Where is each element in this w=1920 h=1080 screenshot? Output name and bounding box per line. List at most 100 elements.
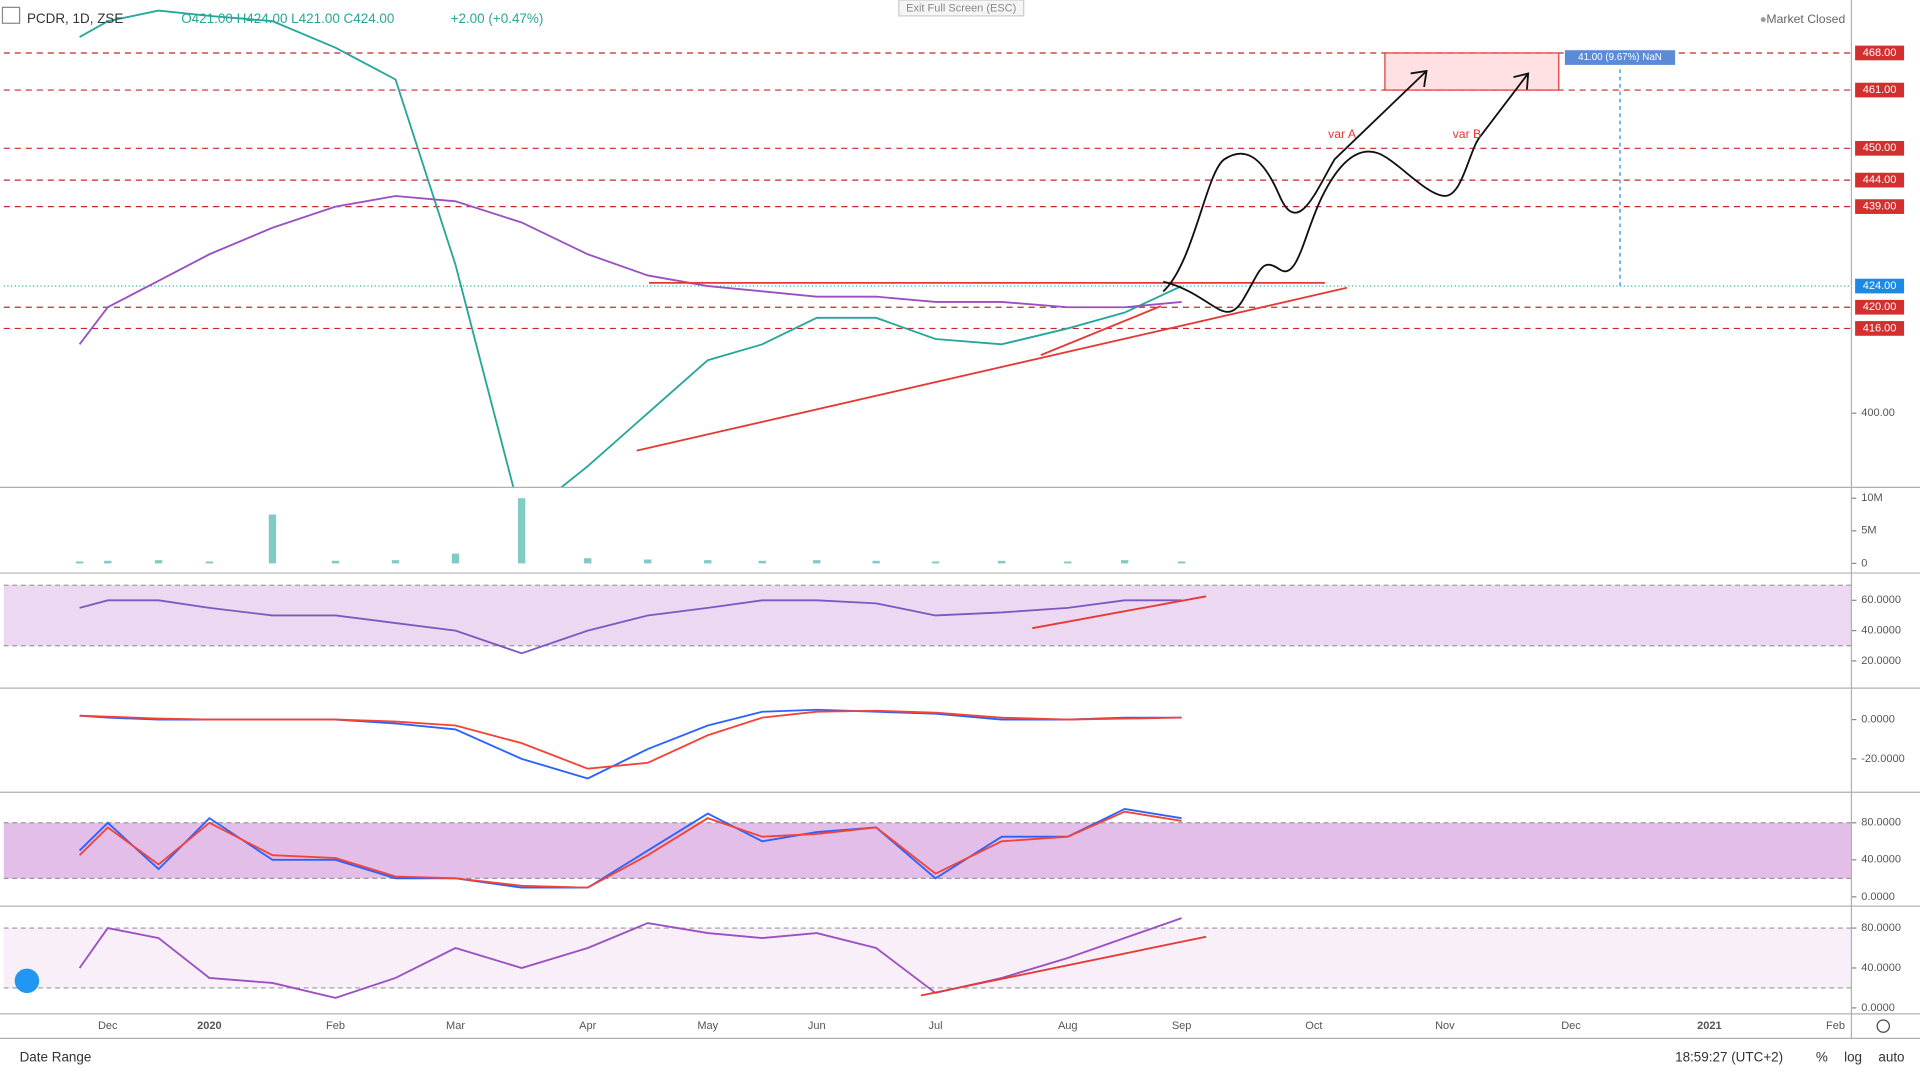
logo [14,968,40,994]
clock: 18:59:27 (UTC+2) [1675,1050,1783,1065]
y-tick-label: -20.0000 [1861,753,1905,765]
y-tick-label: 20.0000 [1861,655,1901,667]
y-tick-label: 80.0000 [1861,922,1901,934]
log-toggle[interactable]: log [1844,1050,1862,1065]
ohlc: O421.00 H424.00 L421.00 C424.00 [181,11,394,26]
x-tick-label: Oct [1305,1020,1322,1032]
scenario-path [1163,72,1530,313]
symbol: PCDR, 1D, ZSE [27,11,123,26]
pane [3,584,1852,655]
exit-fullscreen[interactable]: Exit Full Screen (ESC) [906,2,1016,14]
annotation: var A [1328,127,1357,141]
volume-bar [644,559,652,564]
x-tick-label: Jul [928,1020,942,1032]
volume-bar [268,514,277,564]
auto-toggle[interactable]: auto [1878,1050,1904,1065]
settings-icon[interactable] [1876,1019,1890,1033]
x-tick-label: May [697,1020,718,1032]
x-tick-label: Jun [808,1020,826,1032]
x-tick-label: Sep [1172,1020,1192,1032]
level-box [1855,299,1905,315]
volume-bar [75,561,84,564]
pane [3,807,1852,889]
volume-bar [997,560,1006,564]
level-box [1855,82,1905,98]
y-tick-label: 40.0000 [1861,625,1901,637]
level-label: 439.00 [1863,200,1897,212]
band [3,928,1852,988]
volume-bar [931,561,940,564]
level-label: 461.00 [1863,84,1897,96]
volume-bar [391,560,400,564]
y-tick-label: 0.0000 [1861,891,1895,903]
status-dot [1760,17,1766,23]
level-label: 450.00 [1863,142,1897,154]
volume-bar [331,560,340,564]
x-tick-label: 2021 [1697,1020,1722,1032]
change: +2.00 (+0.47%) [451,11,544,26]
trend-line [1040,305,1162,356]
volume-bar [1177,561,1186,564]
volume-bar [451,553,460,564]
exit-fullscreen-button[interactable] [898,0,1025,17]
series-line [79,599,1182,655]
series-line [78,195,1182,345]
drawings [636,69,1530,997]
current-label: 424.00 [1863,280,1897,292]
market-status: Market Closed [1766,12,1845,26]
y-tick-label: 10M [1861,492,1882,504]
percent-toggle[interactable]: % [1816,1050,1828,1065]
pane-separators [0,0,1920,1039]
y-tick-label: 400.00 [1861,407,1895,419]
x-tick-label: Dec [1561,1020,1581,1032]
x-tick-label: Dec [98,1020,118,1032]
symbol-icon [1,6,21,24]
pane [79,708,1182,780]
series-line [78,810,1182,889]
y-tick-label: 0 [1861,557,1867,569]
trend-line [636,286,1348,452]
measure-label: 41.00 (9.67%) NaN [1578,52,1662,63]
y-tick-label: 0.0000 [1861,713,1895,725]
x-tick-label: Mar [446,1020,465,1032]
target-zone [1384,52,1560,91]
volume-bar [154,560,163,564]
volume-bar [205,561,214,564]
x-tick-label: Apr [579,1020,596,1032]
volume-bar [704,560,712,564]
current-box [1855,278,1905,294]
level-label: 444.00 [1863,174,1897,186]
x-tick-label: Nov [1435,1020,1455,1032]
x-tick-label: 2020 [197,1020,222,1032]
scenario-path [1162,69,1428,293]
series-line [79,709,1182,770]
series-line [79,9,1183,488]
pane [3,917,1852,999]
pane [75,498,1186,564]
y-tick-label: 0.0000 [1861,1002,1895,1014]
y-tick-label: 40.0000 [1861,962,1901,974]
volume-bar [1121,560,1129,564]
date-range[interactable]: Date Range [20,1050,92,1065]
y-tick-label: 40.0000 [1861,854,1901,866]
level-box [1855,199,1905,214]
volume-bar [584,558,592,564]
volume-bar [813,560,821,564]
x-tick-label: Feb [326,1020,345,1032]
y-tick-label: 5M [1861,525,1876,537]
level-box [1855,321,1905,336]
annotation: var B [1453,127,1482,141]
y-tick-label: 60.0000 [1861,594,1901,606]
level-label: 420.00 [1863,301,1897,313]
volume-bar [1064,561,1072,564]
x-tick-label: Feb [1826,1020,1845,1032]
level-label: 468.00 [1863,47,1897,59]
volume-bar [872,560,880,564]
volume-bar [517,498,526,564]
measure-box [1564,50,1676,65]
level-label: 416.00 [1863,322,1897,334]
volume-bar [104,560,112,564]
